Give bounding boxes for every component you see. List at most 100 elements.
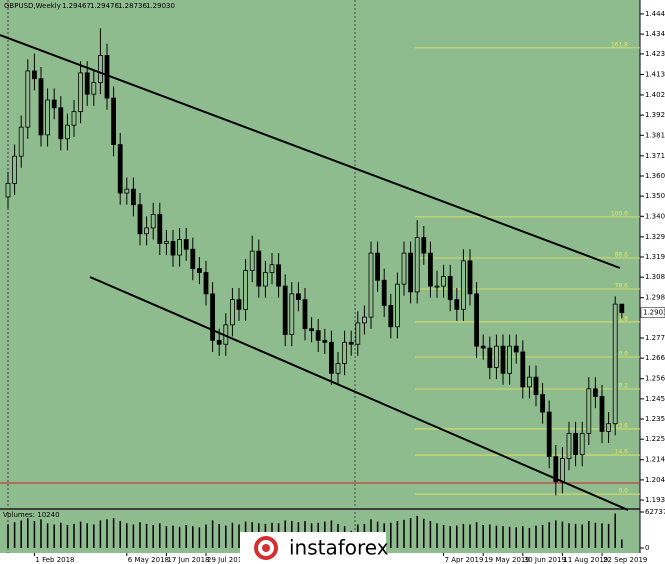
candle-body <box>170 241 176 256</box>
candle-body <box>394 283 400 328</box>
candle-body <box>586 388 592 434</box>
candle-body <box>309 328 315 332</box>
candle-body <box>84 72 90 95</box>
y-tick-label: 1.19360 <box>645 496 665 504</box>
candle-body <box>513 345 519 353</box>
candle-body <box>78 72 83 113</box>
candle-body <box>507 345 513 374</box>
candle-body <box>196 268 202 273</box>
y-tick-label: 1.31900 <box>645 253 665 261</box>
candle-body <box>487 347 493 368</box>
y-tick-label: 1.27720 <box>645 334 665 342</box>
candle-body <box>381 279 387 306</box>
y-tick-label: 1.38180 <box>645 131 665 139</box>
y-tick-label: 1.30860 <box>645 273 665 281</box>
candle-body <box>71 111 77 126</box>
candle-body <box>216 339 222 345</box>
channel-lower <box>89 276 629 511</box>
candle-body <box>177 239 183 256</box>
y-tick-label: 1.34000 <box>645 212 665 220</box>
price-panel <box>0 0 640 508</box>
y-tick-label: 1.21440 <box>645 456 665 464</box>
y-tick-label: 1.42380 <box>645 50 665 58</box>
fib-label: 61.8 <box>615 315 629 322</box>
candle-body <box>183 239 189 250</box>
candle-body <box>295 293 301 301</box>
volume-title: Volumes: 10240 <box>3 511 60 519</box>
candle-body <box>573 432 578 456</box>
candle-body <box>276 264 282 287</box>
y-tick-label: 1.24580 <box>645 395 665 403</box>
candle-body <box>163 241 169 244</box>
candle-body <box>302 299 308 330</box>
candle-body <box>533 376 539 396</box>
candle-body <box>342 341 348 365</box>
candle-body <box>546 411 552 458</box>
candle-body <box>375 252 381 281</box>
y-tick-label: 1.41320 <box>645 70 665 78</box>
x-tick-label: 30 Jun 2019 <box>524 556 566 564</box>
y-tick-label: 1.35040 <box>645 192 665 200</box>
candle-body <box>606 423 611 432</box>
candle-body <box>243 270 249 310</box>
last-price-tag <box>640 307 665 318</box>
candle-body <box>289 293 295 335</box>
candle-body <box>190 248 196 270</box>
y-tick-label: 1.37120 <box>645 152 665 160</box>
candle-body <box>58 107 64 140</box>
candle-body <box>249 250 255 271</box>
candle-body <box>65 124 70 140</box>
candle-body <box>315 330 321 341</box>
header-price: 1.29467 <box>62 2 91 10</box>
candle-body <box>553 456 559 483</box>
header-price: 1.28736 <box>118 2 147 10</box>
candle-body <box>269 264 275 273</box>
y-tick-label: 1.36080 <box>645 172 665 180</box>
candle-body <box>612 303 618 425</box>
candle-body <box>5 182 11 198</box>
candle-body <box>12 155 18 184</box>
candle-body <box>579 432 585 456</box>
candle-body <box>460 260 466 310</box>
candle-body <box>566 432 572 459</box>
candle-body <box>111 97 116 145</box>
fib-label: 23.6 <box>615 422 629 429</box>
watermark-text: instaforex <box>289 536 389 560</box>
fib-label: 50.0 <box>615 351 629 358</box>
candle-body <box>500 345 506 374</box>
candle-body <box>91 82 97 95</box>
candle-body <box>25 70 31 128</box>
x-tick-label: 17 Jun 2018 <box>167 556 209 564</box>
candle-body <box>144 227 150 235</box>
candle-body <box>474 293 480 347</box>
x-tick-label: 1 Feb 2018 <box>35 556 74 564</box>
candle-body <box>137 204 143 235</box>
candle-body <box>335 363 341 374</box>
header-symbol: GBPUSD,Weekly <box>4 2 61 10</box>
candle-body <box>560 458 565 483</box>
candle-body <box>388 305 394 328</box>
x-tick-label: 11 Aug 2019 <box>563 556 608 564</box>
header-price: 1.29476 <box>90 2 119 10</box>
x-tick-label: 19 May 2019 <box>484 556 530 564</box>
y-tick-label: 1.40260 <box>645 91 665 99</box>
candle-body <box>157 213 163 244</box>
fib-label: 38.2 <box>615 382 629 389</box>
last-price-label: 1.29030 <box>643 309 665 317</box>
volume-tick-label: 0 <box>645 544 649 552</box>
candle-body <box>51 99 57 109</box>
candle-body <box>408 252 414 293</box>
candle-body <box>520 351 526 388</box>
x-tick-label: 7 Apr 2019 <box>445 556 484 564</box>
candle-body <box>203 272 209 295</box>
candle-body <box>282 285 288 335</box>
fib-label: 78.6 <box>615 282 629 289</box>
candle-body <box>454 299 460 310</box>
candle-body <box>540 394 545 413</box>
y-tick-label: 1.32940 <box>645 233 665 241</box>
candle-body <box>355 322 361 345</box>
candle-body <box>599 396 605 432</box>
candle-body <box>593 388 598 397</box>
candle-body <box>150 213 156 229</box>
